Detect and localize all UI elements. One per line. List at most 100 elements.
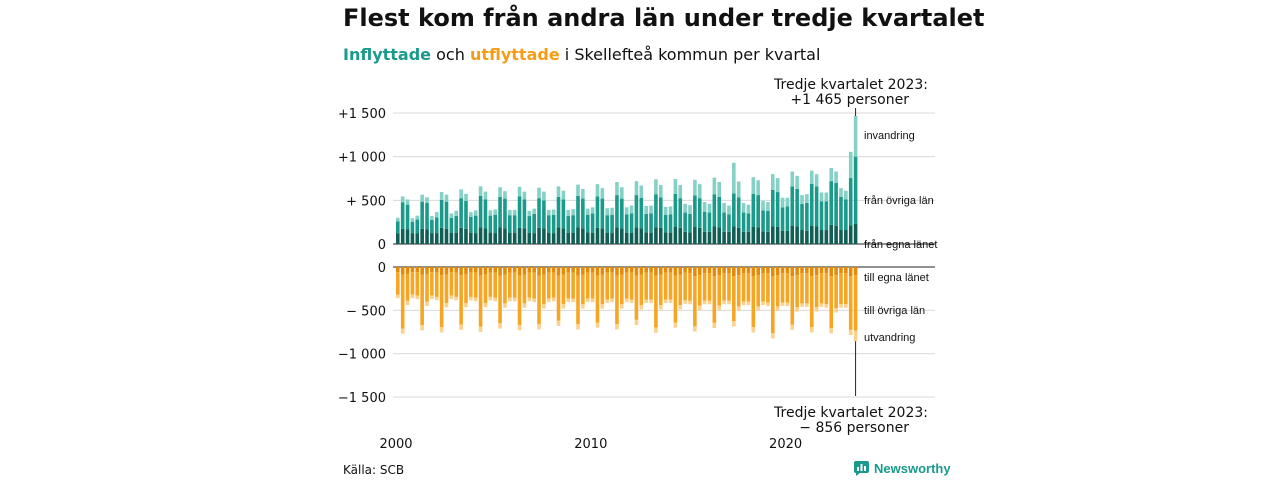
bar-out-own-county [434,267,439,273]
bar-emigration [503,303,507,308]
bar-in-own-county [454,232,459,244]
bar-in-own-county [834,225,838,244]
bar-out-other-counties [644,272,648,300]
bar-in-own-county [775,226,780,244]
bar-in-other-counties [839,196,843,231]
bar-in-other-counties [756,195,760,228]
bar-in-other-counties [581,198,585,229]
bar-in-own-county [430,233,434,244]
bar-in-other-counties [600,198,605,229]
bar-out-other-counties [396,272,400,295]
bar-out-own-county [546,267,551,273]
bar-in-own-county [464,228,468,244]
bar-immigration [449,213,454,218]
bar-out-own-county [741,267,746,274]
bar-out-other-counties [732,276,736,322]
bar-out-other-counties [581,274,585,305]
bar-out-own-county [727,267,731,274]
bar-immigration [527,210,532,217]
bar-out-other-counties [503,274,507,304]
bar-immigration [434,212,439,218]
bar-emigration [741,301,746,306]
bar-out-own-county [503,267,507,275]
bar-out-own-county [576,267,580,276]
bar-out-own-county [624,267,629,273]
bar-in-own-county [649,232,653,244]
bar-immigration [780,197,785,208]
bar-out-own-county [537,267,541,276]
bar-immigration [790,171,795,187]
annotation-top-line1: Tredje kvartalet 2023: [773,77,928,93]
bar-immigration [605,208,610,216]
bar-in-other-counties [693,195,697,227]
bar-out-own-county [615,267,619,276]
bar-immigration [512,209,517,216]
bar-in-other-counties [819,201,824,231]
bar-immigration [649,205,653,214]
bar-in-own-county [556,227,561,244]
bar-out-other-counties [532,272,536,299]
bar-immigration [542,191,546,201]
bar-in-other-counties [527,216,532,233]
bar-out-own-county [761,267,765,274]
bar-out-own-county [566,267,571,273]
bar-in-other-counties [824,201,829,231]
bar-emigration [571,298,575,303]
bar-in-own-county [508,232,512,244]
bar-in-own-county [702,231,707,244]
bar-immigration [629,205,634,214]
bar-immigration [444,194,449,202]
bar-out-other-counties [634,275,639,320]
bar-emigration [839,304,843,308]
bar-out-other-counties [770,276,775,334]
bar-in-own-county [736,227,741,244]
bar-in-own-county [693,226,697,244]
bar-in-own-county [844,230,848,244]
bar-out-own-county [712,267,717,277]
bar-in-own-county [576,227,580,244]
bar-out-other-counties [717,275,722,306]
bar-in-own-county [741,231,746,244]
bar-in-other-counties [503,198,507,229]
bar-in-other-counties [595,196,600,228]
bar-out-other-counties [498,275,502,324]
bar-emigration [430,295,434,300]
bar-in-own-county [493,233,497,244]
bar-emigration [722,300,726,305]
bar-emigration [654,327,658,333]
bar-in-own-county [697,227,702,244]
bar-out-own-county [834,267,838,276]
bar-out-own-county [459,267,463,276]
bar-out-other-counties [571,272,575,299]
bar-out-own-county [454,267,459,273]
bar-immigration [439,192,444,200]
bar-out-own-county [848,267,853,277]
series-label: till egna länet [864,272,929,284]
bar-emigration [469,296,473,301]
bar-out-own-county [732,267,736,277]
bar-immigration [663,206,668,215]
bar-out-own-county [722,267,726,274]
bar-immigration [834,171,838,183]
bar-in-own-county [658,227,663,244]
bar-in-own-county [595,227,600,244]
bar-out-own-county [649,267,653,273]
bar-out-own-county [620,267,624,275]
bar-out-other-counties [751,276,756,328]
bar-out-own-county [819,267,824,274]
bar-out-own-county [736,267,741,276]
bar-immigration [469,212,473,217]
bar-out-other-counties [775,275,780,307]
bar-in-own-county [766,231,770,244]
bar-in-other-counties [469,216,473,233]
brand-logo[interactable]: Newsworthy [854,461,951,476]
bar-out-other-counties [595,275,600,323]
bar-out-own-county [415,267,420,273]
bar-out-own-county [595,267,600,276]
bar-in-own-county [488,232,493,244]
bar-immigration [644,206,648,214]
bar-out-other-counties [819,273,824,304]
bar-immigration [736,181,741,198]
annotation-top-line2: +1 465 personer [790,92,909,108]
bar-in-own-county [770,226,775,244]
